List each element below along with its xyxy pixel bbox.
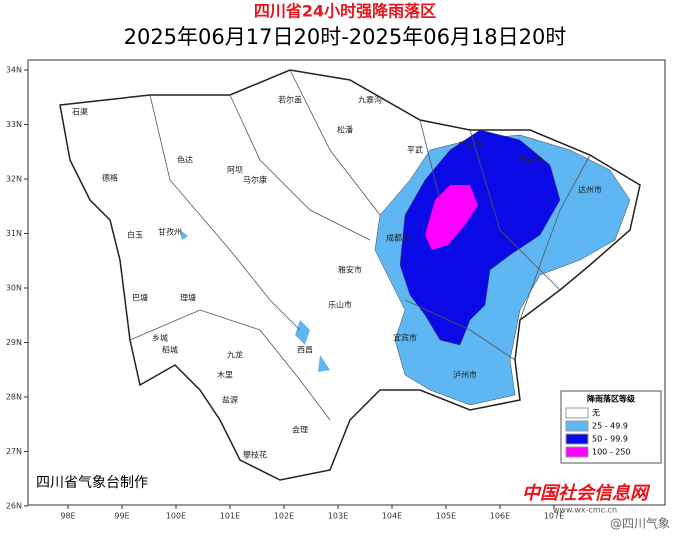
- legend: 降雨落区等级 无 25 - 49.9 50 - 99.9 100 - 250: [560, 390, 662, 464]
- lon-label: 101E: [220, 512, 240, 521]
- legend-swatch: [565, 446, 589, 458]
- place-label: 平武: [407, 145, 423, 155]
- place-label: 乐山市: [328, 300, 352, 310]
- place-label: 会理: [292, 425, 308, 435]
- lon-label: 102E: [274, 512, 294, 521]
- place-label: 泸州市: [453, 370, 477, 380]
- lat-label: 32N: [6, 175, 22, 184]
- place-label: 稻城: [162, 345, 178, 355]
- place-label: 松潘: [337, 125, 353, 135]
- rain-100: [425, 185, 478, 250]
- legend-title: 降雨落区等级: [587, 394, 636, 404]
- lat-label: 34N: [6, 66, 22, 75]
- legend-label: 无: [592, 409, 600, 418]
- place-label: 九龙: [227, 350, 243, 360]
- boundaries: [129, 69, 591, 421]
- place-label: 巴中市: [518, 155, 542, 165]
- legend-swatch: [565, 420, 589, 432]
- lon-label: 104E: [382, 512, 402, 521]
- lat-label: 28N: [6, 393, 22, 402]
- lon-label: 103E: [328, 512, 348, 521]
- legend-swatch: [565, 433, 589, 445]
- rain-50: [399, 129, 561, 346]
- place-label: 木里: [217, 370, 233, 380]
- lat-label: 30N: [6, 284, 22, 293]
- place-label: 若尔盖: [278, 95, 302, 105]
- place-label: 色达: [177, 155, 193, 165]
- place-label: 理塘: [180, 293, 196, 303]
- place-label: 阿坝: [227, 166, 243, 175]
- place-label: 乡城: [152, 334, 168, 343]
- place-label: 雅安市: [338, 265, 362, 275]
- lat-label: 27N: [6, 447, 22, 456]
- place-label: 广元市: [458, 140, 482, 150]
- legend-label: 50 - 99.9: [592, 435, 628, 444]
- place-label: 巴塘: [132, 293, 148, 303]
- place-label: 攀枝花: [243, 450, 267, 460]
- lat-label: 29N: [6, 338, 22, 347]
- place-label: 达州市: [578, 185, 602, 195]
- subtitle: 2025年06月17日20时-2025年06月18日20时: [124, 25, 567, 49]
- watermark-url: www.wx-cmc.cn: [553, 506, 617, 515]
- place-label: 成都市: [386, 233, 410, 243]
- lon-label: 105E: [436, 512, 456, 521]
- lon-label: 99E: [114, 512, 129, 521]
- lat-label: 31N: [6, 229, 22, 238]
- watermark-name: 中国社会信息网: [522, 483, 651, 504]
- title: 四川省24小时强降雨落区: [254, 2, 436, 21]
- place-label: 德格: [102, 173, 118, 183]
- lon-label: 107E: [544, 512, 564, 521]
- place-label: 宜宾市: [393, 333, 417, 343]
- legend-swatch: [565, 407, 589, 419]
- legend-label: 100 - 250: [592, 448, 631, 457]
- lon-label: 106E: [490, 512, 510, 521]
- place-label: 石渠: [72, 107, 88, 117]
- place-label: 盐源: [222, 395, 238, 405]
- place-label: 九寨沟: [358, 95, 382, 105]
- legend-label: 25 - 49.9: [592, 422, 628, 431]
- place-label: 白玉: [127, 230, 143, 240]
- lat-label: 26N: [6, 502, 22, 511]
- lat-label: 33N: [6, 120, 22, 129]
- place-label: 甘孜州: [158, 227, 182, 237]
- lon-label: 100E: [166, 512, 186, 521]
- credit: 四川省气象台制作: [36, 475, 148, 491]
- lon-label: 98E: [60, 512, 75, 521]
- place-label: 马尔康: [243, 175, 267, 185]
- place-label: 西昌: [297, 346, 313, 355]
- watermark-account: @四川气象: [610, 516, 670, 531]
